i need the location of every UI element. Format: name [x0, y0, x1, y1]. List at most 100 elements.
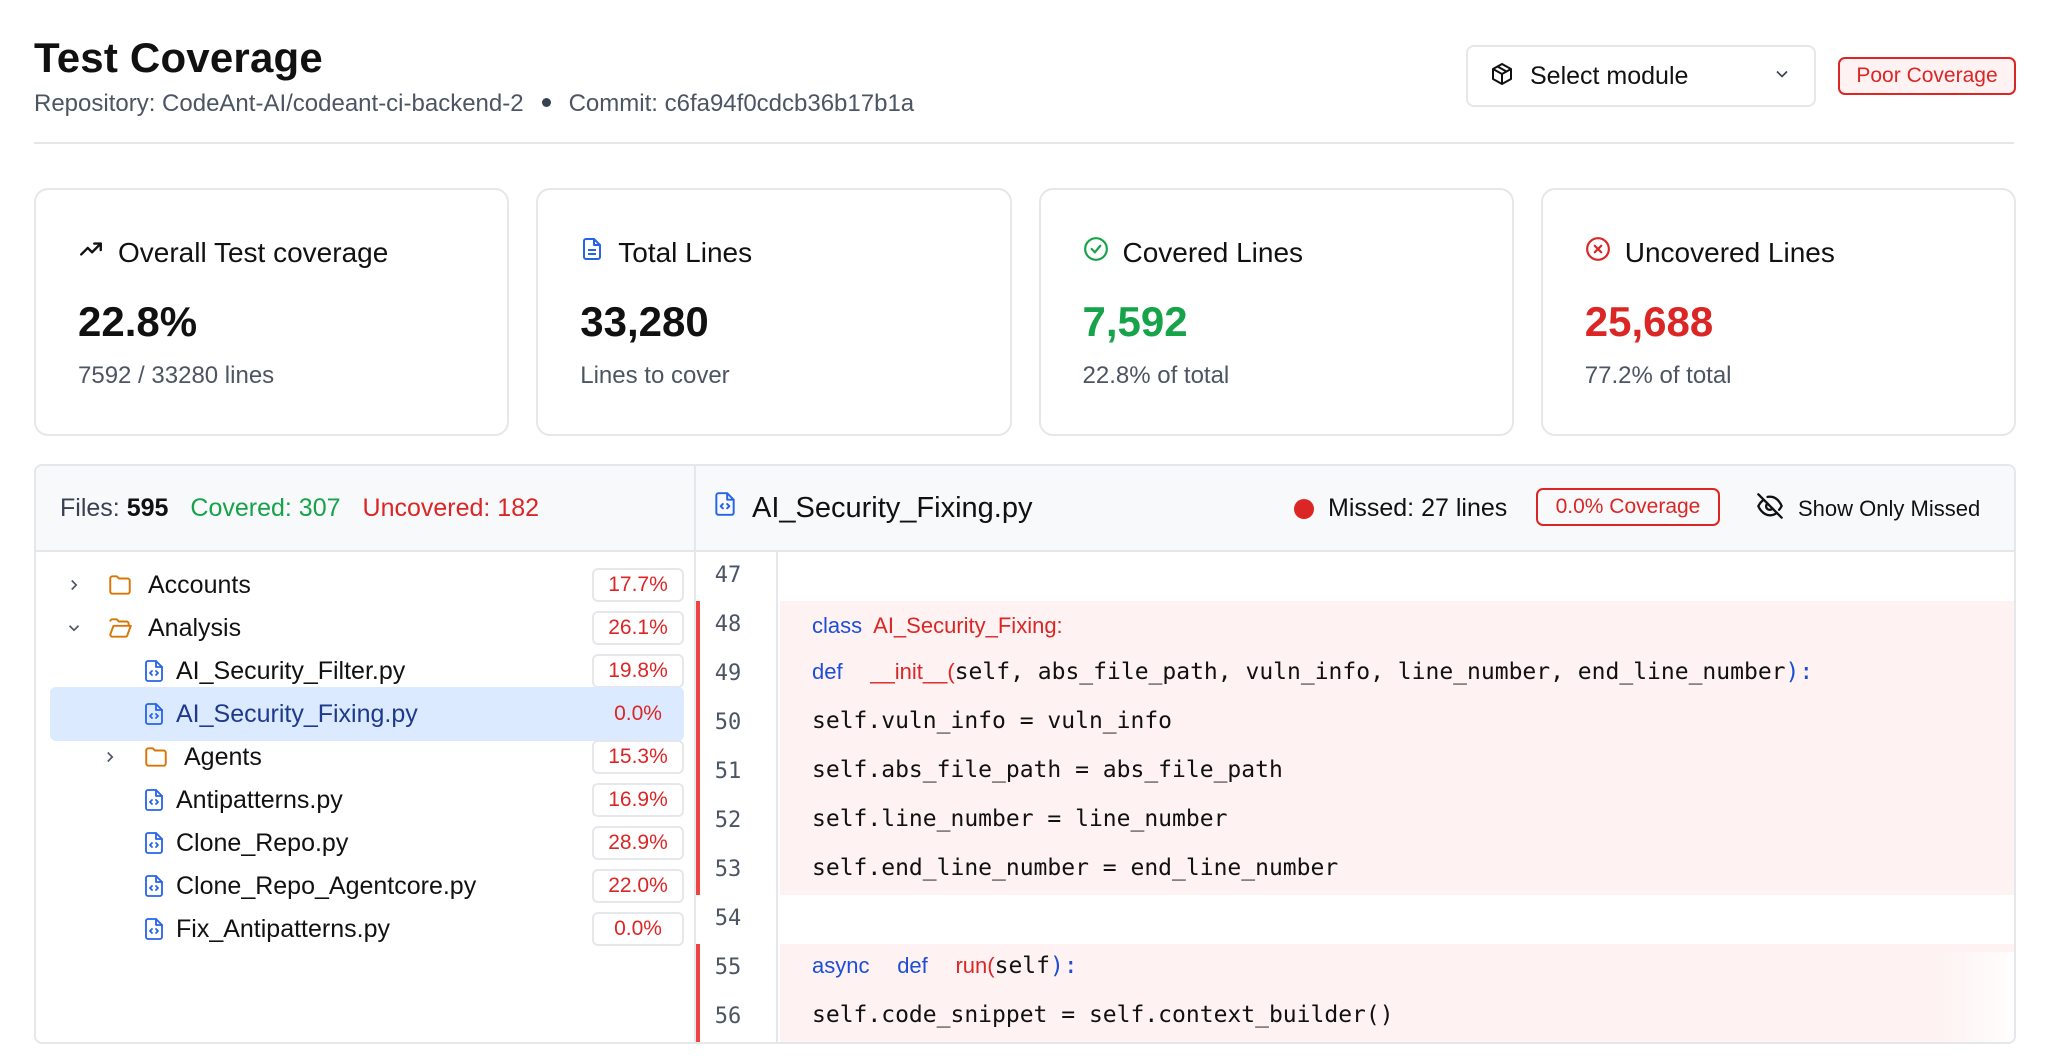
show-only-missed-label: Show Only Missed	[1798, 496, 1981, 521]
files-count-value: 595	[126, 493, 169, 522]
tree-item-label: AI_Security_Fixing.py	[176, 699, 418, 728]
files-count: Files: 595	[60, 494, 168, 523]
missed-highlight	[780, 601, 2014, 650]
trending-up-icon	[78, 236, 104, 269]
coverage-pct-badge: 19.8%	[592, 654, 684, 688]
card-value: 7,592	[1082, 298, 1188, 345]
tree-item-analysis[interactable]: Analysis 26.1%	[50, 601, 684, 655]
chevron-right-icon[interactable]	[100, 747, 120, 767]
tree-item-clone-repo-agentcore[interactable]: Clone_Repo_Agentcore.py 22.0%	[50, 859, 684, 913]
coverage-explorer: Files: 595 Covered: 307 Uncovered: 182 A…	[34, 464, 2016, 1044]
tree-item-label: Clone_Repo_Agentcore.py	[176, 871, 477, 900]
missed-dot-icon	[1294, 498, 1314, 519]
coverage-pct-badge: 0.0%	[614, 702, 662, 725]
card-title: Total Lines	[618, 236, 753, 268]
code-keyword: def	[812, 659, 843, 684]
missed-marker	[696, 650, 700, 699]
code-text: self.code_snippet = self.context_builder…	[812, 1002, 1394, 1028]
tree-item-antipatterns[interactable]: Antipatterns.py 16.9%	[50, 773, 684, 827]
tree-item-label: Agents	[184, 742, 262, 771]
missed-lines-label: Missed: 27 lines	[1328, 494, 1508, 522]
tree-item-accounts[interactable]: Accounts 17.7%	[50, 558, 684, 612]
coverage-pct-badge: 22.0%	[592, 869, 684, 903]
overall-coverage-card: Overall Test coverage 22.8% 7592 / 33280…	[34, 188, 510, 436]
coverage-status-badge: Poor Coverage	[1838, 57, 2016, 95]
tree-item-ai-security-fixing[interactable]: AI_Security_Fixing.py 0.0%	[50, 687, 684, 741]
card-title: Uncovered Lines	[1624, 236, 1835, 268]
line-number: 54	[714, 906, 742, 931]
code-function-name: run(	[955, 953, 995, 978]
code-punct: ):	[1785, 659, 1814, 685]
scroll-fade	[1934, 952, 2014, 1042]
card-subtext: 7592 / 33280 lines	[78, 362, 275, 389]
file-text-icon	[580, 236, 604, 269]
uncovered-count: Uncovered: 182	[362, 493, 540, 522]
tree-item-clone-repo[interactable]: Clone_Repo.py 28.9%	[50, 816, 684, 870]
card-subtext: Lines to cover	[580, 362, 730, 389]
line-number: 48	[714, 612, 742, 637]
show-only-missed-toggle[interactable]: Show Only Missed	[1756, 492, 1980, 526]
package-icon	[1490, 62, 1514, 91]
coverage-pct-badge: 17.7%	[592, 568, 684, 602]
card-value: 33,280	[580, 298, 709, 345]
code-viewer-panel: AI_Security_Fixing.py Missed: 27 lines 0…	[696, 466, 2014, 1042]
code-line-missed: 50 self.vuln_info = vuln_info	[696, 699, 2014, 748]
code-line-missed: 53 self.end_line_number = end_line_numbe…	[696, 846, 2014, 895]
check-circle-icon	[1083, 236, 1109, 269]
viewer-file-title: AI_Security_Fixing.py	[712, 490, 1032, 526]
covered-count: Covered: 307	[190, 493, 341, 522]
line-number-gutter	[696, 552, 778, 1042]
chevron-right-icon[interactable]	[64, 575, 84, 595]
tree-item-agents[interactable]: Agents 15.3%	[50, 730, 684, 784]
chevron-down-icon[interactable]	[64, 618, 84, 638]
code-keyword: async	[812, 953, 870, 978]
card-value: 22.8%	[78, 298, 198, 345]
coverage-pct-badge: 28.9%	[592, 826, 684, 860]
code-viewer-header: AI_Security_Fixing.py Missed: 27 lines 0…	[696, 466, 2014, 552]
total-lines-card: Total Lines 33,280 Lines to cover	[536, 188, 1012, 436]
code-file-icon	[712, 490, 738, 526]
file-tree-panel: Files: 595 Covered: 307 Uncovered: 182 A…	[36, 466, 696, 1042]
module-select-label: Select module	[1530, 61, 1689, 90]
uncovered-lines-card: Uncovered Lines 25,688 77.2% of total	[1540, 188, 2016, 436]
module-select[interactable]: Select module	[1466, 45, 1816, 107]
coverage-pct-badge: 0.0%	[592, 912, 684, 946]
card-title: Overall Test coverage	[118, 236, 389, 268]
tree-item-ai-security-filter[interactable]: AI_Security_Filter.py 19.8%	[50, 644, 684, 698]
code-text: self.abs_file_path = abs_file_path	[812, 757, 1283, 783]
x-circle-icon	[1585, 236, 1611, 269]
code-punct: ):	[1050, 953, 1078, 979]
missed-highlight	[780, 748, 2014, 797]
page-header: Test Coverage Repository: CodeAnt-AI/cod…	[34, 30, 2016, 144]
tree-item-label: Analysis	[148, 613, 242, 642]
code-file-icon	[142, 830, 166, 861]
missed-highlight	[780, 846, 2014, 895]
missed-marker	[696, 993, 700, 1042]
code-file-icon	[142, 916, 166, 947]
code-listing: 47 48 class AI_Security_Fixing: 49 def _…	[696, 552, 2014, 1042]
missed-marker	[696, 699, 700, 748]
line-number: 51	[714, 759, 742, 784]
missed-highlight	[780, 993, 2014, 1042]
code-args: self	[994, 953, 1050, 979]
files-summary: Files: 595 Covered: 307 Uncovered: 182	[36, 466, 694, 552]
code-line: 54	[696, 895, 2014, 944]
code-keyword: class	[812, 613, 863, 638]
missed-highlight	[780, 650, 2014, 699]
code-file-icon	[142, 787, 166, 818]
tree-item-label: Clone_Repo.py	[176, 828, 349, 857]
line-number: 55	[714, 955, 742, 980]
tree-item-label: Antipatterns.py	[176, 785, 343, 814]
code-keyword: def	[897, 953, 928, 978]
card-subtext: 77.2% of total	[1584, 362, 1732, 389]
code-function-name: __init__(	[870, 659, 955, 684]
coverage-pct-badge: 26.1%	[592, 611, 684, 645]
card-subtext: 22.8% of total	[1082, 362, 1230, 389]
folder-icon	[142, 744, 170, 775]
code-text: class AI_Security_Fixing:	[812, 613, 1063, 639]
line-number: 52	[714, 808, 742, 833]
code-text: self.end_line_number = end_line_number	[812, 855, 1339, 881]
tree-item-fix-antipatterns[interactable]: Fix_Antipatterns.py 0.0%	[50, 902, 684, 956]
missed-highlight	[780, 944, 2014, 993]
folder-icon	[106, 572, 134, 603]
